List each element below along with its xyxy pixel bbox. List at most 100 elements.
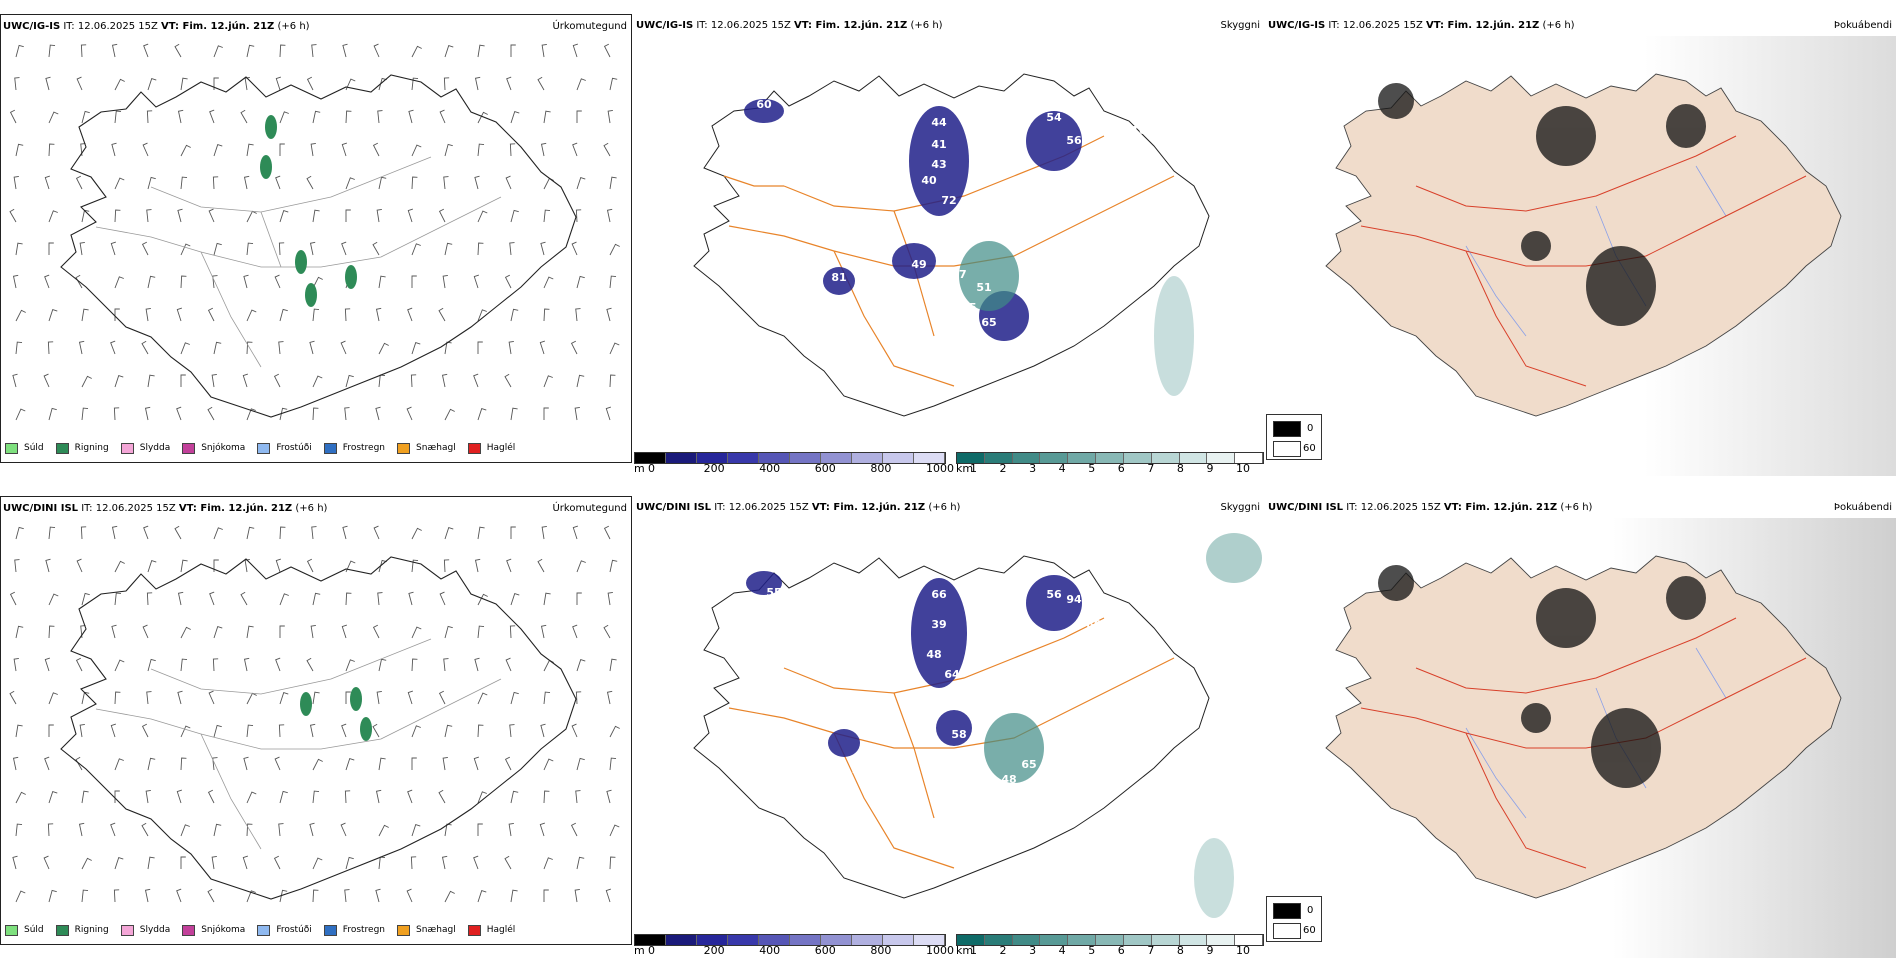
wind-barb bbox=[279, 625, 285, 638]
legend-label: Súld bbox=[24, 925, 44, 935]
model-name: UWC/DINI ISL bbox=[3, 503, 79, 514]
valid-time: VT: Fim. 12.jún. 21Z bbox=[178, 503, 293, 514]
wind-barb bbox=[212, 658, 219, 672]
scale-tick-label: 600 bbox=[814, 944, 836, 957]
wind-barb bbox=[342, 525, 348, 540]
scale-swatch bbox=[697, 453, 728, 463]
wind-barb bbox=[477, 593, 488, 606]
scale-swatch bbox=[821, 453, 852, 463]
wind-barb bbox=[411, 176, 418, 190]
ceiling-value-label: 14 bbox=[851, 763, 867, 776]
panel-header: UWC/DINI ISL IT: 12.06.2025 15Z VT: Fim.… bbox=[3, 503, 629, 519]
scale-tick-label: 5 bbox=[1088, 462, 1096, 475]
wind-barb bbox=[81, 375, 92, 388]
wind-barb bbox=[410, 856, 417, 870]
wind-barbs bbox=[9, 43, 620, 421]
legend-swatch bbox=[5, 442, 18, 454]
wind-barb bbox=[48, 210, 58, 223]
wind-barb bbox=[147, 560, 157, 573]
wind-barb bbox=[212, 275, 218, 289]
wind-barb bbox=[443, 658, 449, 672]
scale-tick-label: 9 bbox=[1206, 462, 1214, 475]
ceiling-value-label: 56 bbox=[1046, 588, 1062, 601]
wind-barb bbox=[15, 44, 24, 58]
wind-barb bbox=[312, 592, 321, 606]
legend-label: Haglél bbox=[486, 443, 516, 453]
scale-swatch bbox=[1068, 935, 1097, 945]
wind-barb bbox=[48, 791, 58, 804]
rigning-patch bbox=[300, 692, 312, 716]
wind-barb bbox=[48, 242, 54, 255]
wind-barb bbox=[543, 308, 550, 322]
panel-title: Skyggni bbox=[1220, 20, 1260, 31]
wind-barb bbox=[114, 276, 124, 289]
wind-barb bbox=[274, 274, 281, 289]
wind-barb bbox=[575, 308, 581, 322]
wind-barb bbox=[609, 77, 618, 91]
wind-barb bbox=[543, 407, 549, 420]
visibility-panel-row2: UWC/DINI ISL IT: 12.06.2025 15Z VT: Fim.… bbox=[634, 496, 1264, 959]
wind-barb bbox=[144, 406, 151, 421]
panel-title: Skyggni bbox=[1220, 502, 1260, 513]
ceiling-value-label: 49 bbox=[911, 258, 926, 271]
ceiling-value-label: 80 bbox=[1086, 618, 1102, 631]
wind-barb bbox=[539, 822, 545, 837]
wind-barb bbox=[406, 888, 413, 903]
wind-barb bbox=[146, 691, 152, 705]
wind-barb bbox=[48, 526, 56, 540]
wind-barb bbox=[213, 823, 222, 837]
ceiling-value-label: 60 bbox=[756, 98, 772, 111]
wind-barb bbox=[213, 724, 222, 738]
wind-barb bbox=[345, 177, 355, 190]
scale-swatch bbox=[1068, 453, 1097, 463]
wind-barb bbox=[114, 308, 120, 321]
wind-barb bbox=[312, 790, 320, 804]
precip-legend: Súld Rigning Slydda Snjókoma Frostúði Frostre… bbox=[5, 920, 527, 940]
ceiling-value-label: 81 bbox=[831, 271, 846, 284]
panel-header: UWC/IG-IS IT: 12.06.2025 15Z VT: Fim. 12… bbox=[1268, 20, 1894, 36]
wind-barb bbox=[48, 724, 54, 737]
wind-barb bbox=[9, 109, 17, 124]
wind-barb bbox=[540, 723, 546, 738]
wind-barb bbox=[439, 591, 446, 606]
wind-barb bbox=[571, 241, 578, 256]
wind-barb bbox=[407, 690, 413, 705]
wind-barb bbox=[141, 723, 149, 738]
wind-barb bbox=[242, 855, 248, 870]
wind-barb bbox=[180, 856, 186, 869]
wind-barb bbox=[376, 208, 382, 223]
wind-barb bbox=[12, 274, 19, 289]
legend-item: Súld bbox=[5, 438, 44, 458]
wind-barb bbox=[279, 889, 288, 903]
ceiling-value-label: 10 bbox=[1131, 124, 1147, 137]
scale-swatch bbox=[666, 935, 697, 945]
wind-barb bbox=[15, 526, 24, 540]
wind-barb bbox=[310, 624, 316, 639]
wind-barb bbox=[279, 44, 286, 58]
wind-barb bbox=[377, 110, 383, 124]
scale-swatch bbox=[1040, 453, 1069, 463]
wind-barb bbox=[111, 525, 118, 540]
wind-barb bbox=[408, 109, 414, 124]
wind-barb bbox=[576, 757, 585, 771]
wind-barb bbox=[411, 243, 421, 256]
wind-barb bbox=[411, 527, 422, 540]
wind-barb bbox=[246, 44, 255, 58]
precip-panel-row1: UWC/IG-IS IT: 12.06.2025 15Z VT: Fim. 12… bbox=[0, 14, 632, 463]
rigning-patch bbox=[360, 717, 372, 741]
ceiling-value-label: 65 bbox=[1021, 758, 1036, 771]
scale-unit: m bbox=[634, 944, 645, 957]
scale-swatch bbox=[914, 453, 945, 463]
wind-barb bbox=[444, 143, 453, 157]
wind-barb bbox=[213, 144, 223, 157]
legend-swatch bbox=[120, 442, 134, 454]
scale-tick-label: 10 bbox=[1236, 944, 1250, 957]
scale-swatch bbox=[759, 935, 790, 945]
wind-barb bbox=[543, 790, 550, 804]
wind-barb bbox=[180, 559, 188, 573]
model-name: UWC/IG-IS bbox=[636, 20, 694, 31]
wind-barb bbox=[180, 626, 191, 639]
wind-barb bbox=[81, 889, 89, 903]
wind-barb bbox=[278, 242, 285, 256]
wind-barb bbox=[570, 822, 578, 837]
